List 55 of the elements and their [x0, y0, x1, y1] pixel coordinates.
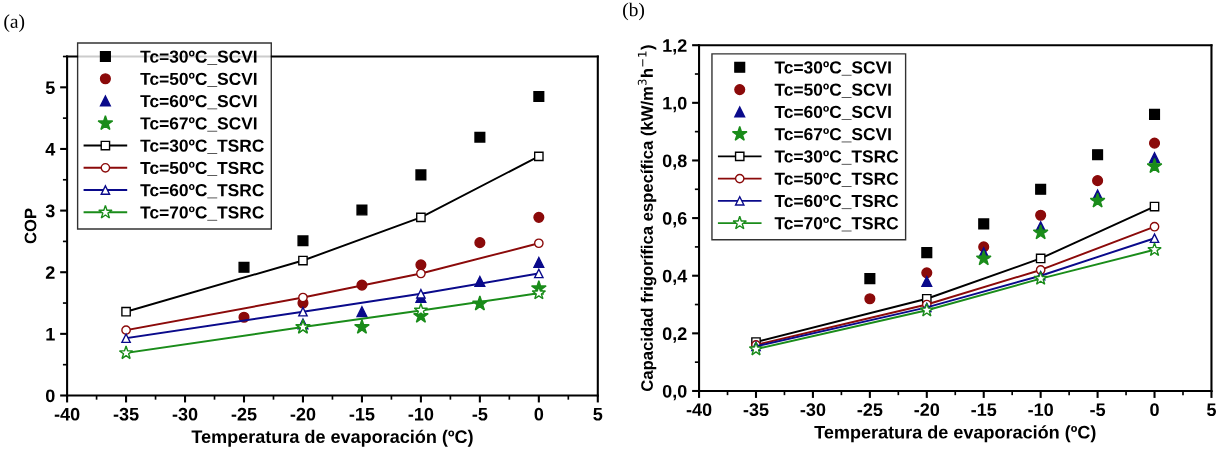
x-tick-label: -35 — [743, 403, 769, 417]
legend-label: Tc=60ºC_SCVI — [140, 94, 257, 110]
y-axis-title: COP — [24, 208, 37, 244]
x-tick-label: -25 — [231, 407, 257, 421]
legend-label: Tc=60ºC_SCVI — [774, 105, 891, 121]
legend-label: Tc=30ºC_SCVI — [774, 61, 891, 76]
y-tick-label: 2 — [45, 266, 55, 279]
x-tick-label: -20 — [914, 403, 940, 417]
legend-label: Tc=67ºC_SCVI — [140, 117, 257, 132]
legend-label: Tc=60ºC_TSRC — [140, 184, 264, 199]
x-tick-label: -10 — [1028, 403, 1053, 417]
y-tick-label: 1,0 — [663, 96, 687, 113]
x-tick-label: 5 — [1207, 403, 1216, 417]
chart-title: (a) — [4, 14, 25, 32]
x-axis-title: Temperatura de evaporación (ºC) — [814, 425, 1096, 443]
y-tick-label: 0,8 — [662, 154, 687, 170]
y-tick-label: 1,2 — [663, 39, 687, 55]
legend-label: Tc=60ºC_TSRC — [774, 194, 899, 210]
x-tick-label: -5 — [1090, 403, 1106, 417]
x-tick-label: -15 — [971, 403, 997, 417]
legend-label: Tc=70ºC_TSRC — [140, 206, 264, 221]
y-tick-label: 0,0 — [662, 384, 687, 401]
y-tick-label: 0,6 — [662, 212, 687, 228]
legend-label: Tc=50ºC_SCVI — [774, 83, 891, 98]
y-tick-label: 0,4 — [662, 269, 688, 286]
legend-label: Tc=70ºC_TSRC — [774, 217, 899, 232]
x-tick-label: -40 — [54, 407, 80, 421]
y-tick-label: 5 — [45, 81, 55, 95]
y-tick-label: 4 — [45, 143, 56, 156]
legend-label: Tc=67ºC_SCVI — [774, 128, 891, 143]
legend-label: Tc=50ºC_SCVI — [140, 72, 257, 87]
x-tick-label: -40 — [686, 403, 712, 417]
chart-title: (b) — [623, 2, 645, 21]
legend-label: Tc=30ºC_TSRC — [140, 139, 264, 154]
x-tick-label: -15 — [349, 407, 375, 421]
x-tick-label: -35 — [113, 407, 139, 421]
x-tick-label: 0 — [534, 407, 544, 421]
legend-label: Tc=50ºC_TSRC — [140, 161, 264, 177]
legend-label: Tc=30ºC_SCVI — [140, 50, 257, 65]
y-tick-label: 1 — [46, 327, 55, 341]
x-tick-label: -20 — [290, 407, 316, 421]
y-tick-label: 3 — [45, 204, 55, 218]
y-tick-label: 0 — [45, 389, 55, 403]
x-tick-label: -25 — [857, 403, 883, 417]
x-tick-label: 0 — [1150, 403, 1159, 417]
y-tick-label: 0,2 — [662, 327, 687, 343]
x-axis-title: Temperatura de evaporación (ºC) — [191, 429, 473, 447]
x-tick-label: -10 — [408, 407, 434, 421]
x-tick-label: -30 — [800, 403, 826, 417]
legend-label: Tc=30ºC_TSRC — [774, 150, 899, 165]
y-axis-title: Capacidad frigorífica específica (kW/m$^{3}$h$^{−1}$) — [637, 45, 657, 392]
x-tick-label: -30 — [172, 407, 198, 421]
legend-label: Tc=50ºC_TSRC — [774, 172, 899, 187]
x-tick-label: -5 — [472, 407, 488, 421]
x-tick-label: 5 — [593, 407, 603, 421]
